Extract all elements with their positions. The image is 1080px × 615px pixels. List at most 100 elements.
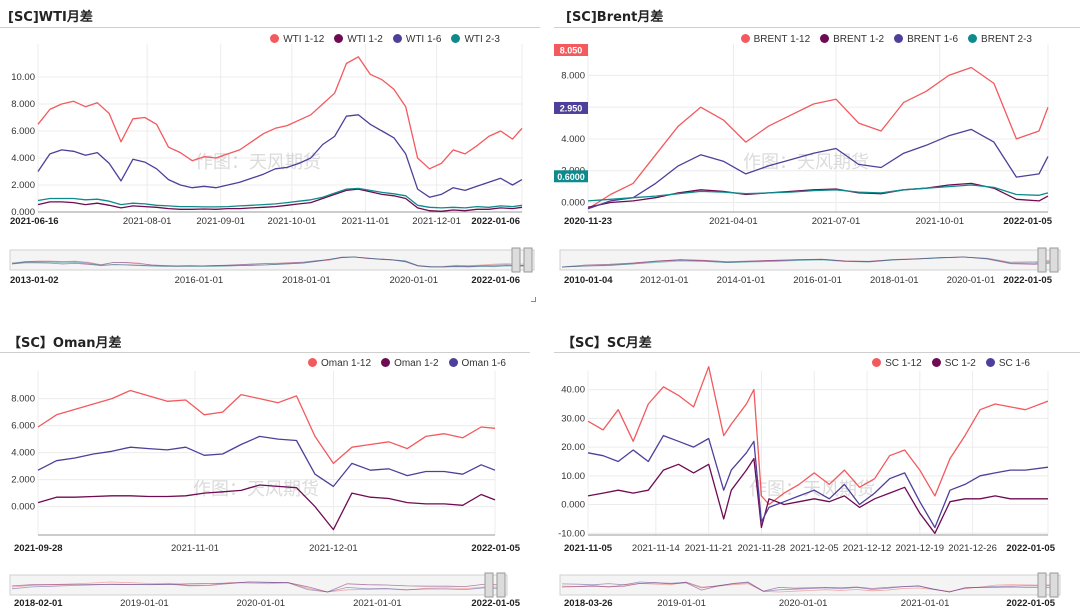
series-line-wti-1-2 (37, 188, 523, 212)
chart-legend[interactable]: WTI 1-12 WTI 1-2 WTI 1-6 WTI 2-3 (260, 34, 500, 45)
navigator-handle-left[interactable] (484, 572, 494, 598)
x-tick-label: 2021-12-05 (790, 543, 839, 554)
legend-item[interactable]: BRENT 1-6 (894, 34, 958, 45)
navigator-handle-right[interactable] (1049, 572, 1059, 598)
navigator-tick-label: 2020-01-01 (389, 275, 438, 286)
navigator-series (11, 256, 533, 268)
series-line-oman-1-6 (37, 435, 496, 488)
navigator-handle-right[interactable] (523, 247, 533, 273)
navigator-end-label: 2022-01-05 (471, 598, 520, 609)
navigator-tick-label: 2014-01-01 (717, 275, 766, 286)
navigator-tick-label: 2012-01-01 (640, 275, 689, 286)
navigator-end-label: 2022-01-05 (1003, 275, 1052, 286)
y-tick-label: 40.00 (561, 385, 585, 396)
value-badge-label: 8.050 (560, 46, 583, 56)
legend-item[interactable]: WTI 1-2 (334, 34, 383, 45)
legend-item[interactable]: WTI 1-12 (270, 34, 324, 45)
x-tick-label: 2020-11-23 (564, 216, 612, 227)
line-chart: 0.0002.0004.0006.0008.0002020-11-232021-… (554, 44, 1061, 286)
legend-item[interactable]: BRENT 1-12 (740, 34, 810, 45)
legend-item[interactable]: BRENT 2-3 (968, 34, 1032, 45)
chart-legend[interactable]: SC 1-12 SC 1-2 SC 1-6 (862, 358, 1030, 369)
x-tick-label: 2021-12-19 (895, 543, 944, 554)
value-badge-label: 2.950 (560, 103, 583, 113)
series-line-oman-1-12 (37, 389, 496, 465)
navigator-track[interactable] (9, 574, 508, 596)
legend-dot-icon (392, 34, 402, 43)
y-tick-label: 0.000 (11, 207, 35, 218)
navigator-series (561, 581, 1059, 593)
navigator-start-label: 2010-01-04 (564, 275, 613, 286)
legend-dot-icon (968, 34, 978, 43)
navigator-end-label: 2022-01-06 (471, 275, 520, 286)
resize-handle-icon[interactable] (531, 297, 536, 302)
legend-label: SC 1-2 (944, 358, 976, 369)
legend-item[interactable]: Oman 1-6 (448, 358, 506, 369)
legend-item[interactable]: WTI 1-6 (392, 34, 441, 45)
y-tick-label: 4.000 (11, 448, 35, 459)
x-tick-label: 2021-11-01 (171, 543, 219, 554)
y-tick-label: 8.000 (561, 70, 585, 81)
legend-dot-icon (270, 34, 280, 43)
x-tick-label: 2022-01-05 (1006, 543, 1055, 554)
title-divider (554, 27, 1080, 28)
legend-dot-icon (985, 358, 995, 367)
panel-brent: [SC]Brent月差 BRENT 1-12 BRENT 1-2 BRENT 1-6… (540, 0, 1080, 300)
legend-dot-icon (381, 358, 391, 367)
legend-label: Oman 1-6 (461, 358, 506, 369)
chart-legend[interactable]: Oman 1-12 Oman 1-2 Oman 1-6 (298, 358, 506, 369)
value-badge (554, 101, 588, 114)
x-tick-label: 2021-06-16 (10, 216, 59, 227)
watermark: 作图：天风期货 (193, 479, 319, 500)
navigator-track[interactable] (559, 574, 1061, 596)
legend-label: WTI 1-12 (283, 34, 325, 45)
series-line-wti-2-3 (37, 187, 523, 209)
navigator-handle-left[interactable] (1037, 572, 1047, 598)
legend-item[interactable]: Oman 1-12 (308, 358, 371, 369)
legend-dot-icon (451, 34, 461, 43)
legend-dot-icon (820, 34, 830, 43)
legend-dot-icon (448, 358, 458, 367)
y-tick-label: 2.000 (11, 475, 35, 486)
navigator-handle-right[interactable] (1049, 247, 1059, 273)
legend-item[interactable]: BRENT 1-2 (820, 34, 884, 45)
y-tick-label: 30.00 (561, 413, 585, 424)
legend-item[interactable]: SC 1-2 (931, 358, 976, 369)
y-tick-label: 10.00 (561, 471, 585, 482)
x-tick-label: 2022-01-05 (471, 543, 520, 554)
y-tick-label: 6.000 (11, 421, 35, 432)
chart-legend[interactable]: BRENT 1-12 BRENT 1-2 BRENT 1-6 BRENT 2-3 (731, 34, 1032, 45)
legend-dot-icon (334, 34, 344, 43)
value-badge (554, 170, 588, 183)
y-tick-label: 2.000 (11, 180, 35, 191)
legend-item[interactable]: SC 1-6 (985, 358, 1030, 369)
panel-title: 【SC】Oman月差 (8, 336, 122, 351)
line-chart: -10.00 0.000 10.00 20.00 30.00 40.00 2021-11-0… (558, 366, 1061, 609)
legend-dot-icon (872, 358, 882, 367)
series-line-brent-2-3 (587, 184, 1049, 202)
value-badge-label: 0.6000 (557, 172, 585, 182)
series-line-sc-1-12 (587, 366, 1049, 506)
legend-item[interactable]: Oman 1-2 (381, 358, 439, 369)
x-tick-label: 2021-09-28 (14, 543, 63, 554)
navigator-handle-left[interactable] (1037, 247, 1047, 273)
legend-label: BRENT 1-6 (907, 34, 959, 45)
legend-item[interactable]: SC 1-12 (872, 358, 922, 369)
x-tick-label: 2021-11-28 (737, 543, 785, 554)
navigator-tick-label: 2019-01-01 (657, 598, 706, 609)
navigator-tick-label: 2018-01-01 (282, 275, 331, 286)
navigator-tick-label: 2018-01-01 (870, 275, 919, 286)
navigator-start-label: 2018-03-26 (564, 598, 613, 609)
x-tick-label: 2021-07-01 (812, 216, 861, 227)
navigator-start-label: 2018-02-01 (14, 598, 63, 609)
y-tick-label: 6.000 (11, 126, 35, 137)
x-tick-label: 2021-11-14 (632, 543, 680, 554)
navigator-handle-left[interactable] (511, 247, 521, 273)
navigator-series (561, 256, 1059, 268)
navigator-start-label: 2013-01-02 (10, 275, 59, 286)
legend-dot-icon (931, 358, 941, 367)
legend-item[interactable]: WTI 2-3 (451, 34, 500, 45)
navigator-handle-right[interactable] (496, 572, 506, 598)
legend-label: Oman 1-2 (394, 358, 439, 369)
legend-dot-icon (894, 34, 904, 43)
